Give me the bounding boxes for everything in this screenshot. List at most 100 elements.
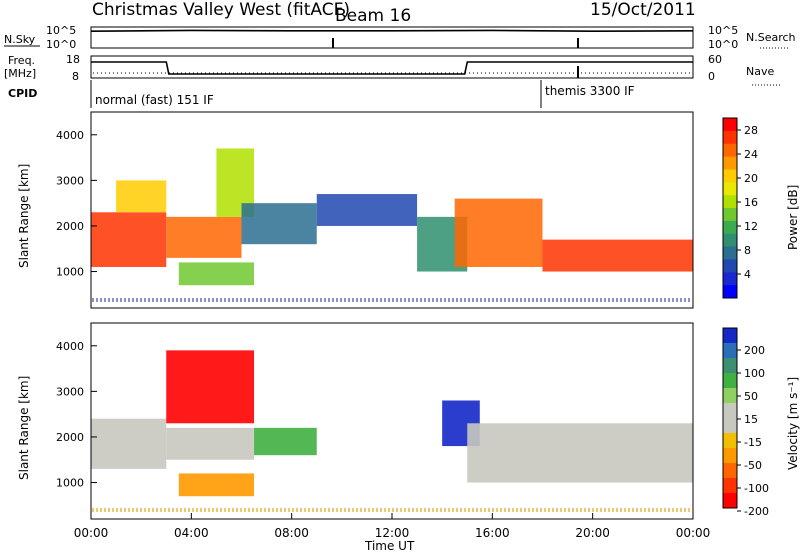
power-colorbar-swatch — [723, 182, 737, 196]
power-y-ticks: 1000 2000 3000 4000 — [56, 129, 97, 279]
nsearch-label: N.Search — [746, 31, 796, 44]
power-region-8 — [454, 198, 543, 267]
power-region-6 — [316, 194, 418, 226]
power-colorbar: 28 24 20 16 12 8 4 Power [dB] — [722, 117, 800, 299]
nave-tick-high: 60 — [708, 53, 722, 66]
velocity-colorbar-tick-label: 50 — [744, 390, 758, 403]
cpid-label: CPID — [8, 87, 37, 100]
cpid-strip: CPID normal (fast) 151 IF themis 3300 IF — [8, 80, 635, 108]
velocity-colorbar-tick-label: -15 — [744, 436, 762, 449]
velocity-colorbar-tick-label: -100 — [744, 482, 769, 495]
velocity-colorbar-tick-label: -50 — [744, 459, 762, 472]
power-colorbar-swatch — [723, 272, 737, 286]
power-colorbar-tick-label: 28 — [744, 124, 758, 137]
power-y-tick-label: 1000 — [56, 266, 84, 279]
power-colorbar-tick-label: 12 — [744, 220, 758, 233]
velocity-colorbar: 200 100 50 15 -15 -50 -100 -200 Velocity [m s⁻¹… — [722, 327, 800, 518]
velocity-colorbar-swatch — [723, 343, 737, 359]
power-colorbar-swatch — [723, 220, 737, 235]
freq-tick-high: 18 — [66, 53, 80, 66]
power-region-9 — [542, 239, 693, 272]
velocity-colorbar-scale — [723, 328, 737, 509]
velocity-data-layer — [91, 350, 693, 497]
power-colorbar-tick-label: 4 — [744, 268, 751, 281]
nsky-frame — [90, 26, 694, 49]
x-tick-label: 00:00 — [676, 526, 711, 540]
power-colorbar-tick-label: 8 — [744, 244, 751, 257]
cpid-mode-normal: normal (fast) 151 IF — [95, 93, 214, 107]
power-data-layer — [91, 148, 693, 286]
velocity-y-tick-label: 4000 — [56, 340, 84, 353]
velocity-colorbar-swatch — [723, 388, 737, 404]
date-label: 15/Oct/2011 — [590, 0, 696, 20]
freq-panel: Freq. [MHz] 18 8 60 0 Nave — [4, 53, 780, 86]
nsky-panel: N.Sky 10^5 10^0 10^5 10^0 N.Search — [4, 24, 796, 51]
power-region-1 — [116, 180, 167, 213]
power-colorbar-swatch — [723, 195, 737, 209]
velocity-region-3 — [178, 473, 255, 497]
power-y-tick-label: 4000 — [56, 129, 84, 142]
velocity-colorbar-swatch — [723, 373, 737, 389]
velocity-region-0 — [91, 418, 167, 469]
velocity-region-6 — [467, 423, 693, 483]
velocity-colorbar-frame — [722, 327, 738, 509]
power-colorbar-tick-label: 24 — [744, 148, 758, 161]
nsky-tick-high: 10^5 — [46, 24, 76, 37]
power-colorbar-scale — [723, 118, 737, 299]
velocity-colorbar-tick-label: -200 — [744, 505, 769, 518]
velocity-region-2 — [166, 350, 255, 424]
velocity-panel: 1000 2000 3000 4000 00:00 04:00 08:00 12:00 16:… — [17, 322, 711, 553]
velocity-colorbar-tick-label: 100 — [744, 367, 765, 380]
power-colorbar-swatch — [723, 246, 737, 260]
x-tick-label: 20:00 — [575, 526, 610, 540]
power-colorbar-swatch — [723, 130, 737, 145]
nsky-series-line — [90, 29, 694, 33]
velocity-colorbar-swatch — [723, 358, 737, 374]
power-colorbar-swatch — [723, 208, 737, 222]
x-tick-label: 08:00 — [274, 526, 309, 540]
power-colorbar-swatch — [723, 118, 737, 132]
velocity-region-1 — [166, 427, 255, 460]
velocity-y-tick-label: 3000 — [56, 385, 84, 398]
power-colorbar-ticks: 28 24 20 16 12 8 4 — [737, 124, 758, 281]
velocity-y-ticks: 1000 2000 3000 4000 — [56, 340, 97, 490]
power-colorbar-label: Power [dB] — [786, 185, 800, 250]
velocity-colorbar-tick-label: 15 — [744, 413, 758, 426]
velocity-y-axis-label: Slant Range [km] — [17, 376, 31, 480]
power-y-tick-label: 2000 — [56, 220, 84, 233]
velocity-region-4 — [254, 427, 317, 456]
power-region-2 — [166, 216, 242, 258]
power-region-0 — [91, 212, 167, 267]
velocity-colorbar-swatch — [723, 478, 737, 494]
figure-title: Christmas Valley West (fitACF) — [92, 0, 350, 20]
nsky-tick-low: 10^0 — [46, 38, 76, 51]
velocity-colorbar-swatch — [723, 328, 737, 344]
power-panel: 1000 2000 3000 4000 Slant Range [km] — [17, 111, 694, 309]
power-region-4 — [178, 262, 255, 286]
power-colorbar-swatch — [723, 156, 737, 170]
nsky-label: N.Sky — [4, 33, 36, 46]
power-colorbar-swatch — [723, 285, 737, 299]
velocity-colorbar-swatch — [723, 433, 737, 449]
power-colorbar-frame — [722, 117, 738, 299]
velocity-colorbar-label: Velocity [m s⁻¹] — [786, 377, 800, 470]
x-tick-label: 12:00 — [375, 526, 410, 540]
power-colorbar-tick-label: 16 — [744, 196, 758, 209]
power-colorbar-swatch — [723, 233, 737, 248]
velocity-colorbar-swatch — [723, 493, 737, 509]
velocity-colorbar-swatch — [723, 463, 737, 479]
freq-label: Freq. — [8, 54, 35, 67]
freq-tick-low: 8 — [72, 70, 79, 83]
power-y-axis-label: Slant Range [km] — [17, 164, 31, 268]
cpid-mode-themis: themis 3300 IF — [545, 84, 635, 98]
power-colorbar-swatch — [723, 259, 737, 273]
power-y-tick-label: 3000 — [56, 174, 84, 187]
velocity-colorbar-ticks: 200 100 50 15 -15 -50 -100 -200 — [737, 344, 769, 518]
velocity-colorbar-swatch — [723, 403, 737, 419]
beam-label: Beam 16 — [335, 6, 411, 26]
freq-unit: [MHz] — [4, 67, 36, 80]
power-frame — [90, 111, 694, 309]
freq-frame — [90, 55, 694, 79]
x-axis-ticks: 00:00 04:00 08:00 12:00 16:00 20:00 00:00 — [74, 513, 711, 540]
